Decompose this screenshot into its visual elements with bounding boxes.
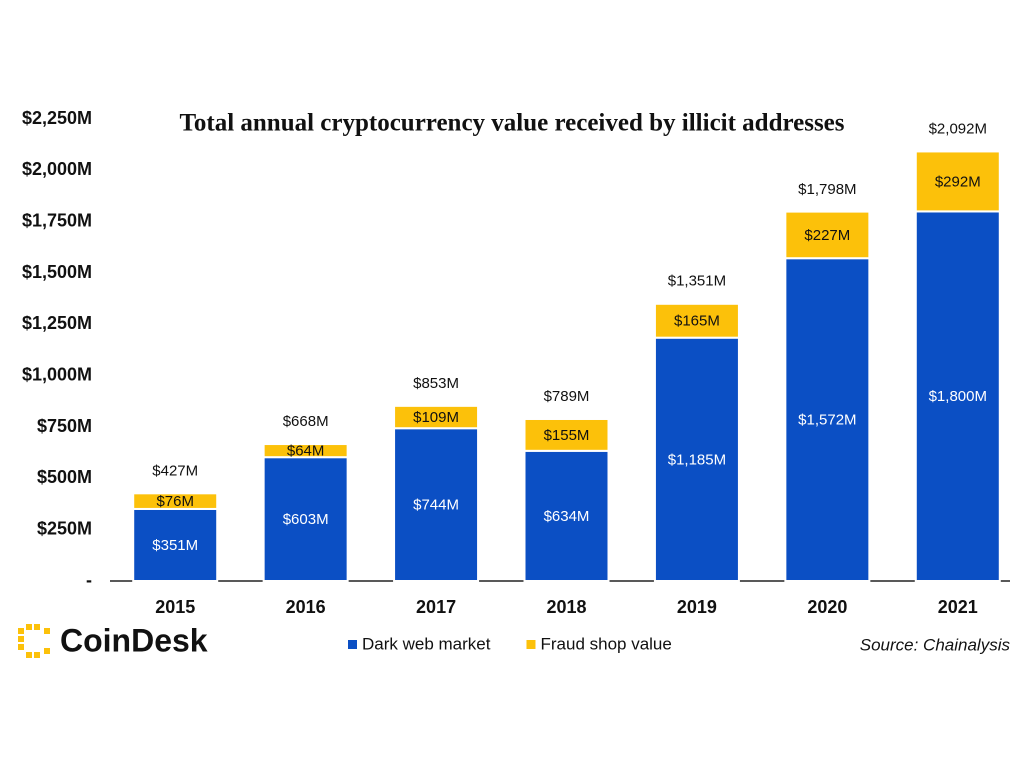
- x-tick-label: 2016: [286, 597, 326, 617]
- x-tick-label: 2019: [677, 597, 717, 617]
- bar-segment: [653, 336, 740, 582]
- x-tick-label: 2020: [807, 597, 847, 617]
- bar-segment: [523, 449, 610, 582]
- bar-segment: [262, 443, 349, 459]
- bar-segment: [914, 210, 1001, 582]
- total-label: $427M: [152, 462, 198, 479]
- value-label: $1,185M: [668, 451, 726, 468]
- total-label: $668M: [283, 413, 329, 430]
- y-tick-label: -: [86, 570, 92, 590]
- total-label: $2,092M: [929, 120, 987, 137]
- total-label: $789M: [544, 388, 590, 405]
- source: Source: Chainalysis: [860, 635, 1011, 654]
- y-tick-label: $1,750M: [22, 210, 92, 230]
- bar-segment: [393, 404, 480, 430]
- value-label: $1,800M: [929, 388, 987, 405]
- bar-segment: [784, 257, 871, 582]
- total-label: $853M: [413, 375, 459, 392]
- chart-title: Total annual cryptocurrency value receiv…: [179, 110, 844, 137]
- value-label: $155M: [544, 427, 590, 444]
- bar-segment: [784, 210, 871, 260]
- value-label: $292M: [935, 173, 981, 190]
- value-label: $351M: [152, 537, 198, 554]
- value-label: $227M: [804, 227, 850, 244]
- value-label: $76M: [156, 493, 194, 510]
- legend-label: Fraud shop value: [540, 634, 671, 653]
- y-tick-label: $2,250M: [22, 108, 92, 128]
- total-label: $1,351M: [668, 273, 726, 290]
- x-tick-label: 2017: [416, 597, 456, 617]
- bar-segment: [653, 302, 740, 339]
- y-tick-label: $1,250M: [22, 313, 92, 333]
- bar-segment: [393, 427, 480, 582]
- legend-swatch: [348, 640, 357, 649]
- brand: CoinDesk: [60, 622, 208, 658]
- value-label: $744M: [413, 497, 459, 514]
- value-label: $165M: [674, 313, 720, 330]
- value-label: $603M: [283, 511, 329, 528]
- bar-segment: [132, 507, 219, 583]
- y-tick-label: $250M: [37, 518, 92, 538]
- x-tick-label: 2021: [938, 597, 978, 617]
- logo-icon: [18, 624, 50, 658]
- value-label: $64M: [287, 443, 325, 460]
- x-tick-label: 2018: [546, 597, 586, 617]
- total-label: $1,798M: [798, 181, 856, 198]
- y-tick-label: $500M: [37, 467, 92, 487]
- y-tick-label: $1,500M: [22, 262, 92, 282]
- bar-segment: [262, 456, 349, 582]
- legend-label: Dark web market: [362, 634, 491, 653]
- bar-segment: [132, 492, 219, 510]
- y-tick-label: $750M: [37, 416, 92, 436]
- bar-segment: [914, 150, 1001, 213]
- y-tick-label: $2,000M: [22, 159, 92, 179]
- value-label: $1,572M: [798, 412, 856, 429]
- value-label: $109M: [413, 409, 459, 426]
- x-tick-label: 2015: [155, 597, 195, 617]
- bar-segment: [523, 417, 610, 452]
- value-label: $634M: [544, 508, 590, 525]
- y-tick-label: $1,000M: [22, 364, 92, 384]
- legend-swatch: [526, 640, 536, 649]
